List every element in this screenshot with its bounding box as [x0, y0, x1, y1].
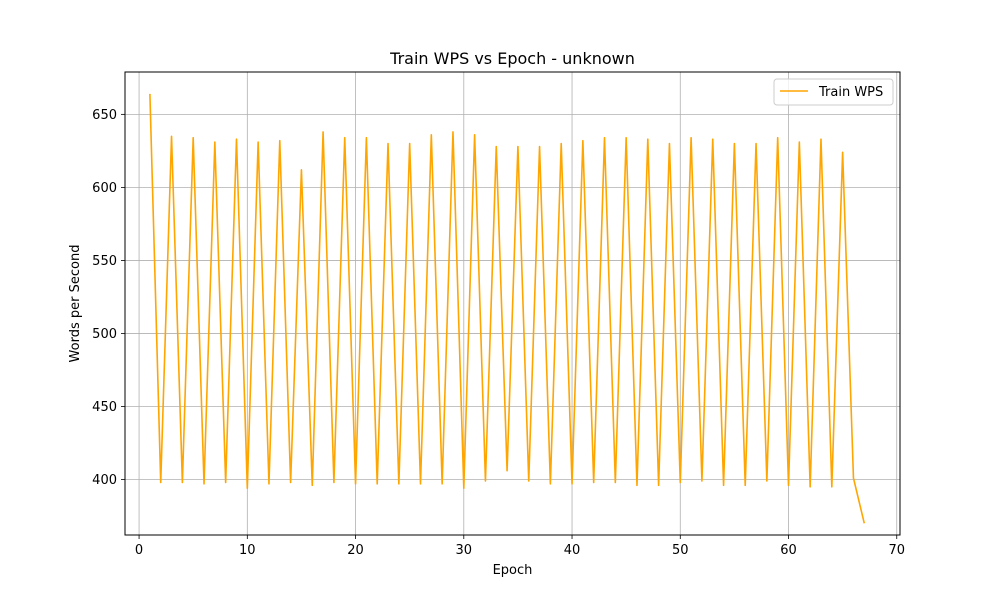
- grid-lines: [125, 72, 900, 535]
- y-tick-label: 500: [92, 327, 117, 342]
- x-tick-label: 60: [780, 543, 797, 558]
- y-tick-label: 550: [92, 254, 117, 269]
- y-axis-label: Words per Second: [68, 245, 83, 363]
- x-tick-label: 30: [456, 543, 473, 558]
- x-axis-label: Epoch: [493, 563, 533, 578]
- x-tick-label: 0: [135, 543, 143, 558]
- x-tick-label: 70: [888, 543, 905, 558]
- x-tick-label: 40: [564, 543, 581, 558]
- x-tick-label: 10: [239, 543, 256, 558]
- x-tick-label: 20: [347, 543, 364, 558]
- y-tick-label: 450: [92, 400, 117, 415]
- y-tick-label: 400: [92, 473, 117, 488]
- y-tick-label: 600: [92, 181, 117, 196]
- axis-ticks: 0 10 20 30 40 50 60 70 400 450 500 550 600 650: [92, 108, 905, 558]
- chart-title: Train WPS vs Epoch - unknown: [389, 49, 635, 68]
- legend: Train WPS: [773, 78, 894, 106]
- series-points: [149, 93, 865, 524]
- legend-label-train-wps: Train WPS: [818, 85, 883, 100]
- y-tick-label: 650: [92, 108, 117, 123]
- legend-box: [773, 78, 894, 106]
- x-tick-label: 50: [672, 543, 689, 558]
- plot-frame: [124, 71, 901, 536]
- series-layer: [149, 93, 866, 524]
